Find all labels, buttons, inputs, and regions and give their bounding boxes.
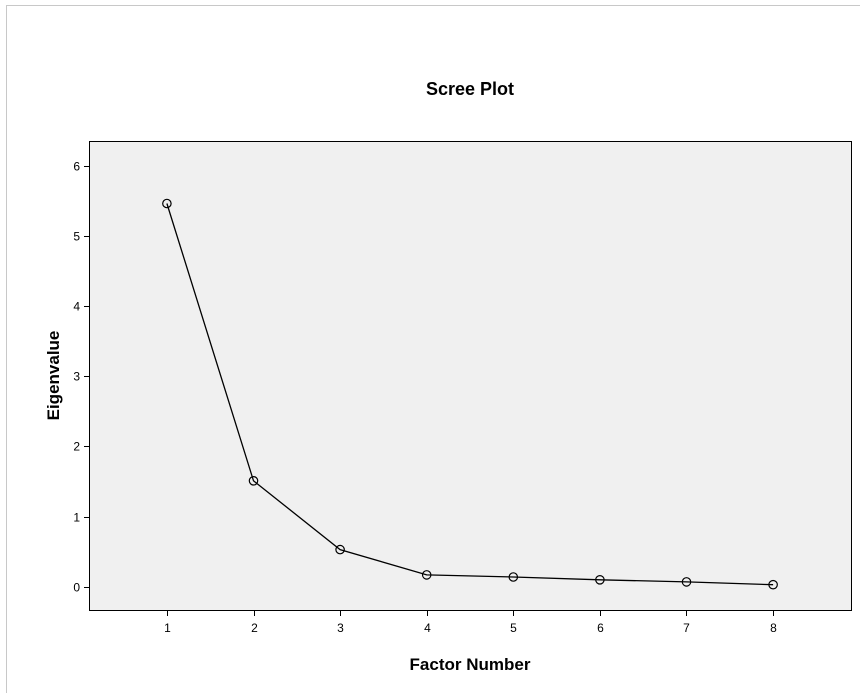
data-point [335,544,345,555]
chart-title: Scree Plot [426,79,514,99]
chart-frame: 0 1 2 3 4 5 6 1 2 3 4 5 6 7 8 Scree Plot Factor Numbe… [6,5,860,693]
data-point [768,579,778,590]
x-axis-title: Factor Number [410,655,531,674]
data-point [681,577,692,587]
y-axis-title: Eigenvalue [44,331,63,421]
data-point [508,572,519,582]
x-tick-label: 8 [770,621,777,635]
y-tick-label: 0 [73,581,80,595]
y-tick-label: 2 [73,440,80,454]
data-point [248,475,259,486]
y-tick-label: 5 [73,230,80,244]
y-tick-label: 4 [73,300,80,314]
data-series [162,198,778,590]
x-axis: 1 2 3 4 5 6 7 8 [164,610,777,635]
x-tick-label: 6 [597,621,604,635]
data-point [421,570,432,580]
y-tick-label: 3 [73,370,80,384]
x-tick-label: 7 [683,621,690,635]
x-tick-label: 5 [510,621,517,635]
series-line [166,203,774,586]
plot-area [89,141,852,611]
y-tick-label: 1 [73,511,80,525]
x-tick-label: 1 [164,621,171,635]
data-point [595,574,605,585]
x-tick-label: 3 [337,621,344,635]
scree-plot-chart: 0 1 2 3 4 5 6 1 2 3 4 5 6 7 8 Scree Plot Factor Numbe… [44,79,852,674]
data-point [162,198,172,209]
y-axis: 0 1 2 3 4 5 6 [73,160,89,595]
y-tick-label: 6 [73,160,80,174]
x-tick-label: 4 [424,621,431,635]
x-tick-label: 2 [251,621,258,635]
